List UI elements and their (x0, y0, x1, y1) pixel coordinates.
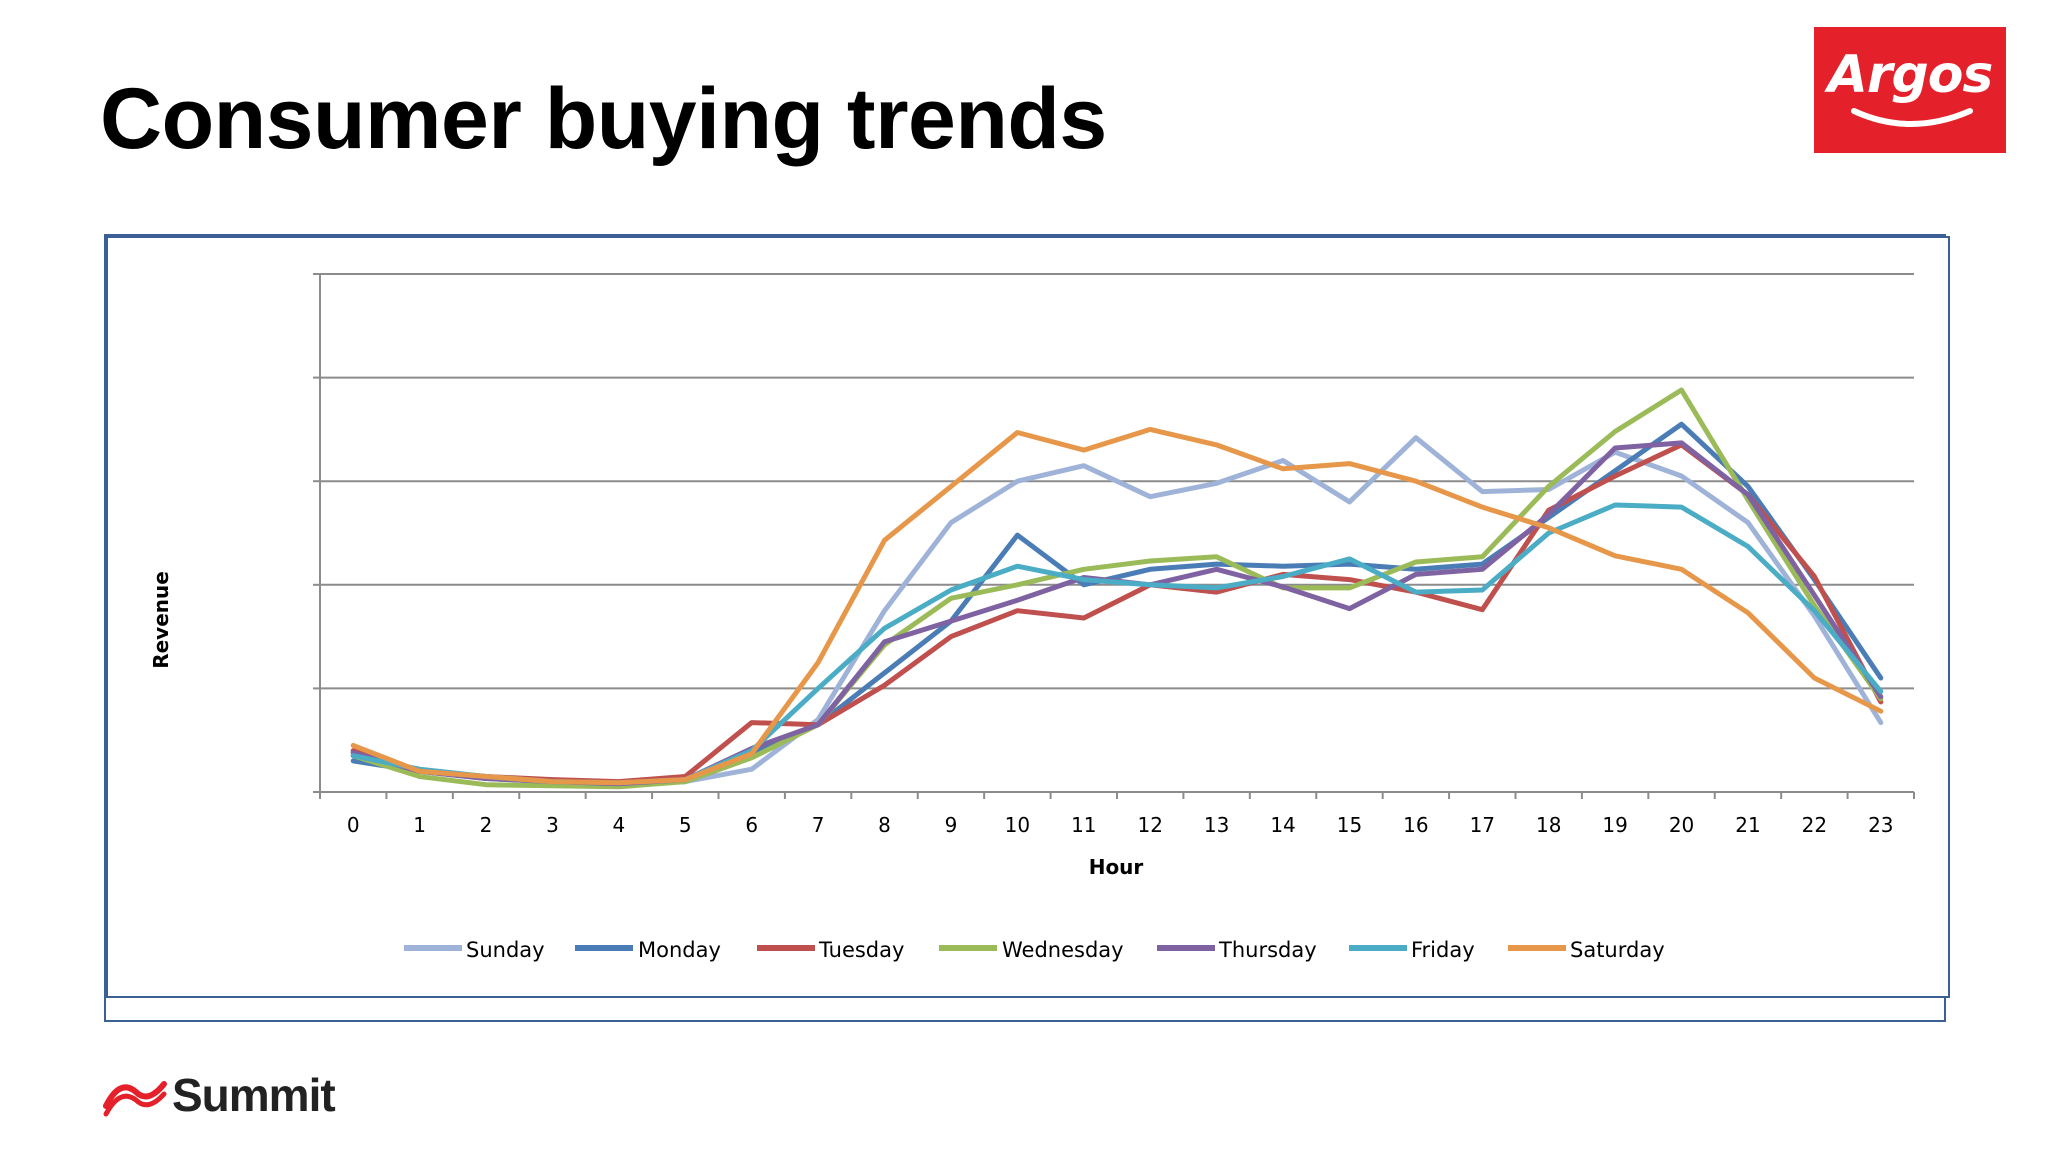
x-tick-label: 16 (1403, 813, 1428, 837)
legend-label: Sunday (466, 938, 545, 962)
x-tick-label: 22 (1802, 813, 1827, 837)
axes (313, 273, 1915, 799)
swoosh-icon (1851, 108, 1973, 127)
argos-logo-text: Argos (1827, 45, 1994, 105)
x-tick-label: 13 (1204, 813, 1229, 837)
series-line-sunday (350, 435, 1884, 787)
x-tick-label: 7 (812, 813, 825, 837)
x-tick-label: 4 (613, 813, 626, 837)
legend-item-sunday: Sunday (404, 938, 545, 962)
legend-label: Saturday (1570, 938, 1665, 962)
series-line-friday (350, 502, 1884, 786)
x-tick-label: 2 (480, 813, 493, 837)
x-tick-label: 20 (1669, 813, 1694, 837)
legend-item-tuesday: Tuesday (757, 938, 904, 962)
x-tick-label: 9 (945, 813, 958, 837)
series-line-saturday (350, 426, 1884, 786)
x-tick-label: 10 (1005, 813, 1030, 837)
series-line-thursday (350, 440, 1884, 787)
legend-item-thursday: Thursday (1157, 938, 1317, 962)
legend: Sunday Monday Tuesday Wednesday Thursday Frid… (404, 938, 1665, 962)
legend-item-monday: Monday (575, 938, 721, 962)
summit-wave-icon (103, 1081, 167, 1117)
legend-item-friday: Friday (1349, 938, 1475, 962)
x-tick-labels: 0 1 2 3 4 5 6 7 8 9 10 11 12 13 14 15 16 17 18 19 20 21 22 23 (347, 813, 1894, 837)
legend-label: Friday (1411, 938, 1475, 962)
legend-label: Monday (638, 938, 721, 962)
x-tick-label: 15 (1337, 813, 1362, 837)
y-axis-label: Revenue (149, 571, 173, 669)
series-lines (350, 387, 1884, 790)
x-tick-label: 11 (1071, 813, 1096, 837)
x-tick-label: 21 (1735, 813, 1760, 837)
x-tick-label: 19 (1602, 813, 1627, 837)
x-tick-label: 3 (546, 813, 559, 837)
legend-label: Thursday (1218, 938, 1317, 962)
page-title: Consumer buying trends (100, 71, 1107, 167)
x-tick-label: 18 (1536, 813, 1561, 837)
x-tick-label: 14 (1270, 813, 1295, 837)
x-tick-label: 23 (1868, 813, 1893, 837)
x-tick-label: 1 (413, 813, 426, 837)
summit-logo-text: Summit (172, 1069, 336, 1121)
x-tick-label: 17 (1470, 813, 1495, 837)
legend-label: Tuesday (818, 938, 904, 962)
x-tick-label: 5 (679, 813, 692, 837)
series-line-wednesday (350, 387, 1884, 790)
argos-logo: Argos (1814, 27, 2006, 153)
x-tick-label: 8 (878, 813, 891, 837)
chart-panel (106, 236, 1950, 998)
series-line-tuesday (350, 442, 1884, 785)
x-tick-label: 6 (745, 813, 758, 837)
x-tick-label: 12 (1137, 813, 1162, 837)
legend-label: Wednesday (1002, 938, 1124, 962)
legend-item-saturday: Saturday (1508, 938, 1665, 962)
x-axis-label: Hour (1089, 855, 1144, 879)
x-tick-label: 0 (347, 813, 360, 837)
legend-item-wednesday: Wednesday (939, 938, 1124, 962)
